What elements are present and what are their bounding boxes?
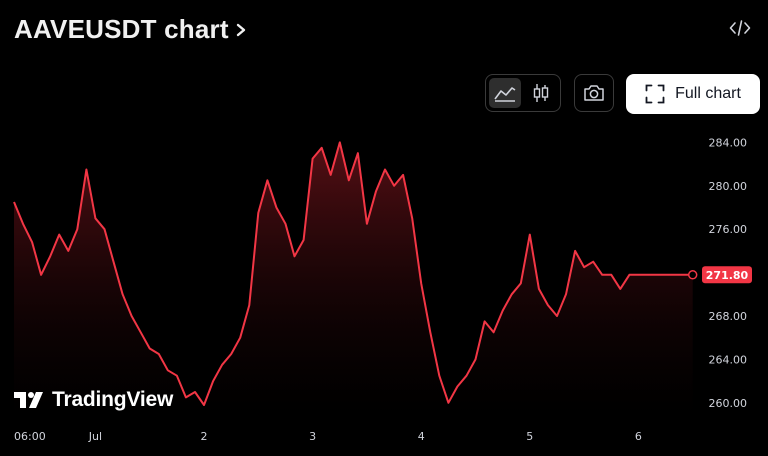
x-axis-tick-label: 06:00 bbox=[14, 430, 46, 443]
camera-icon bbox=[584, 85, 604, 101]
area-style-button[interactable] bbox=[489, 78, 521, 108]
y-axis-tick-label: 284.00 bbox=[709, 136, 748, 149]
y-axis-tick-label: 268.00 bbox=[709, 310, 748, 323]
chevron-right-icon bbox=[236, 23, 245, 36]
chart-title: AAVEUSDT chart bbox=[14, 14, 229, 44]
fullscreen-icon bbox=[645, 84, 665, 104]
symbol-title-link[interactable]: AAVEUSDT chart bbox=[14, 14, 247, 45]
last-price-marker bbox=[687, 270, 698, 280]
x-axis-tick-label: 2 bbox=[201, 430, 208, 443]
x-axis-tick-label: 4 bbox=[418, 430, 425, 443]
full-chart-button[interactable]: Full chart bbox=[626, 74, 760, 114]
snapshot-button[interactable] bbox=[574, 74, 614, 112]
y-axis-tick-label: 260.00 bbox=[709, 397, 748, 410]
y-axis-tick-label: 276.00 bbox=[709, 223, 748, 236]
code-embed-icon bbox=[729, 20, 751, 36]
x-axis-tick-label: Jul bbox=[88, 430, 102, 443]
last-price-label: 271.80 bbox=[706, 269, 749, 282]
x-axis-tick-label: 3 bbox=[309, 430, 316, 443]
tradingview-logo-text: TradingView bbox=[52, 388, 174, 411]
full-chart-label: Full chart bbox=[675, 85, 741, 102]
area-chart-icon bbox=[494, 87, 516, 102]
x-axis-tick-label: 5 bbox=[526, 430, 533, 443]
embed-code-button[interactable] bbox=[728, 16, 752, 40]
candlestick-icon bbox=[533, 84, 549, 102]
tradingview-logo[interactable]: TradingView bbox=[14, 388, 173, 412]
y-axis-tick-label: 264.00 bbox=[709, 353, 748, 366]
price-area-fill bbox=[14, 142, 693, 418]
tradingview-logo-icon bbox=[14, 392, 43, 408]
x-axis-tick-label: 6 bbox=[635, 430, 642, 443]
candles-style-button[interactable] bbox=[525, 78, 557, 108]
price-line-series bbox=[13, 141, 693, 406]
last-price-tag bbox=[702, 266, 752, 284]
y-axis-tick-label: 280.00 bbox=[709, 180, 748, 193]
chart-style-toggle bbox=[485, 74, 561, 112]
